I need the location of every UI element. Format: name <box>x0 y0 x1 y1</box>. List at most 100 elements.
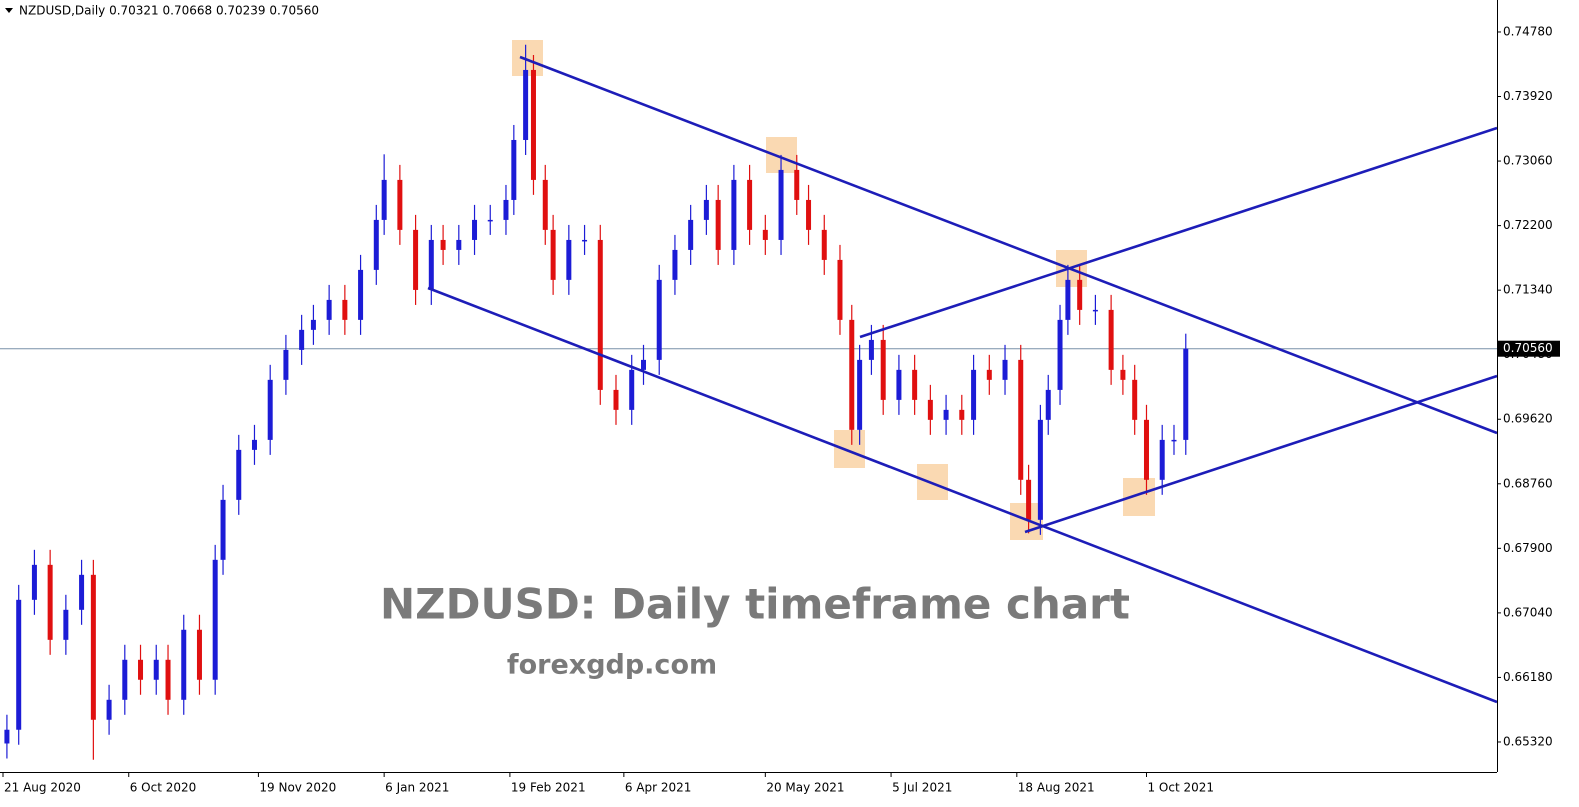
candle-body <box>837 259 843 320</box>
candle-body <box>487 219 493 222</box>
y-tick-label: 0.71340 <box>1503 283 1553 297</box>
candle-body <box>456 239 462 250</box>
candle-body <box>1092 309 1098 312</box>
candle-body <box>986 369 992 380</box>
candle-body <box>629 369 635 410</box>
x-tick-label: 20 May 2021 <box>766 781 844 795</box>
candle-body <box>656 279 662 360</box>
candle-body <box>912 369 918 400</box>
candle-body <box>326 299 332 320</box>
candle-body <box>1171 439 1177 442</box>
candle-body <box>220 499 226 560</box>
candle-body <box>747 179 753 230</box>
candle-body <box>1077 279 1083 310</box>
candle-body <box>212 559 218 680</box>
candle-body <box>1002 359 1008 380</box>
y-tick-label: 0.72200 <box>1503 218 1553 232</box>
candle-body <box>530 69 536 180</box>
candle-body <box>688 219 694 250</box>
candle-body <box>597 239 603 390</box>
candle-body <box>1037 419 1043 520</box>
candle-body <box>1132 379 1138 420</box>
candle-body <box>1159 439 1165 480</box>
candle-body <box>523 69 529 140</box>
watermark-title: NZDUSD: Daily timeframe chart <box>380 580 1130 629</box>
current-price-box <box>1498 340 1560 357</box>
candle-body <box>440 239 446 250</box>
x-tick-label: 1 Oct 2021 <box>1147 781 1214 795</box>
trendline <box>427 286 1498 704</box>
y-tick-label: 0.73920 <box>1503 89 1553 103</box>
y-tick-label: 0.69620 <box>1503 412 1553 426</box>
candle-body <box>672 249 678 280</box>
candle-body <box>251 439 257 450</box>
candle-body <box>778 169 784 240</box>
trendline <box>859 126 1498 339</box>
candle-body <box>868 339 874 360</box>
x-tick-label: 21 Aug 2020 <box>4 781 81 795</box>
candle-body <box>715 199 721 250</box>
x-tick-label: 6 Jan 2021 <box>385 781 449 795</box>
candle-body <box>880 339 886 400</box>
candle-body <box>927 399 933 420</box>
candle-body <box>857 359 863 430</box>
header: NZDUSD,Daily 0.70321 0.70668 0.70239 0.7… <box>19 4 319 18</box>
y-tick-label: 0.65320 <box>1503 734 1553 748</box>
candle-body <box>566 239 572 280</box>
trendline <box>519 55 1498 435</box>
candle-body <box>413 229 419 290</box>
candle-body <box>16 599 22 730</box>
watermark-subtitle: forexgdp.com <box>507 650 717 681</box>
candle-body <box>342 299 348 320</box>
y-tick-label: 0.66180 <box>1503 670 1553 684</box>
candle-body <box>1065 279 1071 320</box>
candle-body <box>641 359 647 370</box>
candle-body <box>896 369 902 400</box>
x-tick-label: 19 Feb 2021 <box>511 781 586 795</box>
candle-body <box>4 729 10 744</box>
candle-body <box>358 269 364 320</box>
y-tick-label: 0.68760 <box>1503 476 1553 490</box>
candle-body <box>373 219 379 270</box>
current-price-label: 0.70560 <box>1503 341 1553 355</box>
candle-body <box>267 379 273 440</box>
candle-body <box>762 229 768 240</box>
x-tick-label: 19 Nov 2020 <box>259 781 336 795</box>
candle-body <box>794 169 800 200</box>
candle-body <box>1018 359 1024 480</box>
candle-body <box>511 139 517 200</box>
menu-arrow[interactable] <box>5 8 13 13</box>
candle-body <box>181 629 187 700</box>
candle-body <box>582 239 588 242</box>
candle-body <box>550 229 556 280</box>
candle-body <box>165 659 171 700</box>
highlight-box <box>834 430 865 468</box>
y-tick-label: 0.74780 <box>1503 24 1553 38</box>
candle-body <box>943 409 949 420</box>
candle-body <box>849 319 855 430</box>
x-tick-label: 6 Oct 2020 <box>130 781 197 795</box>
candle-body <box>310 319 316 330</box>
candle-body <box>613 389 619 410</box>
candle-body <box>806 199 812 230</box>
candle-body <box>122 659 128 700</box>
candle-body <box>1143 419 1149 480</box>
candle-body <box>821 229 827 260</box>
y-tick-label: 0.67900 <box>1503 541 1553 555</box>
candle-body <box>472 219 478 240</box>
candle-body <box>959 409 965 420</box>
candle-body <box>47 564 53 640</box>
candle-body <box>1120 369 1126 380</box>
x-tick-label: 18 Aug 2021 <box>1018 781 1095 795</box>
trendlines <box>427 55 1498 704</box>
candle-body <box>90 574 96 720</box>
candle-body <box>31 564 37 600</box>
candle-body <box>79 574 85 610</box>
candle-body <box>1183 348 1189 440</box>
x-tick-label: 5 Jul 2021 <box>892 781 952 795</box>
candle-body <box>63 609 69 640</box>
candle-body <box>397 179 403 230</box>
candle-body <box>381 179 387 220</box>
y-tick-label: 0.73060 <box>1503 154 1553 168</box>
